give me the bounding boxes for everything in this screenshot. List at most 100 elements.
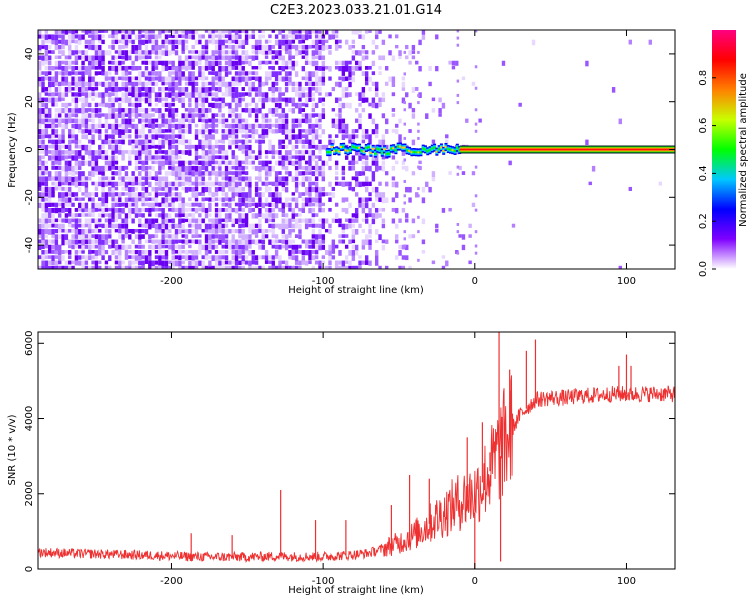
spectrogram-cell <box>451 60 456 66</box>
spectrogram-cell <box>248 223 252 230</box>
spectrogram-cell <box>91 160 95 167</box>
spectrogram-cell <box>68 155 72 159</box>
spectrogram-streak-cell <box>417 194 420 198</box>
spectrogram-cell <box>58 92 62 98</box>
spectrogram-cell <box>48 44 52 50</box>
spectrogram-cell <box>91 39 95 45</box>
spectrogram-cell <box>164 129 169 133</box>
spectrogram-cell <box>244 150 249 156</box>
spectrogram-cell <box>44 71 49 77</box>
spectrogram-cell <box>321 55 326 60</box>
spectrogram-cell <box>435 228 439 233</box>
spectrogram-cell <box>341 176 346 181</box>
spectrogram-cell <box>281 234 285 239</box>
spectrogram-cell <box>41 197 45 202</box>
spectrogram-cell <box>51 81 55 87</box>
spectrogram-cell <box>78 87 82 93</box>
spectrogram-cell <box>121 228 125 233</box>
spectrogram-cell <box>114 144 119 151</box>
spectrogram-cell <box>354 192 359 197</box>
spectrogram-cell <box>291 87 295 93</box>
spectrogram-cell <box>84 108 89 113</box>
spectrogram-cell <box>321 186 326 192</box>
spectrogram-cell <box>161 192 165 196</box>
spectrogram-cell <box>78 171 82 177</box>
spectrogram-cell <box>144 113 149 119</box>
spectrogram-cell <box>214 181 219 186</box>
spectrogram-cell <box>208 186 212 193</box>
spectrogram-cell <box>104 102 109 108</box>
spectrogram-cell <box>411 171 416 176</box>
spectrogram-cell <box>251 65 255 70</box>
spectrogram-cell <box>88 108 92 112</box>
spectrogram-cell <box>201 34 205 39</box>
spectrogram-cell <box>118 76 122 80</box>
spectrogram-cell <box>101 97 105 104</box>
spectrogram-cell <box>144 71 149 77</box>
spectrogram-cell <box>368 113 372 119</box>
spectrogram-cell <box>134 65 139 71</box>
spectrogram-cell <box>94 155 99 162</box>
spectrogram-cell <box>278 71 282 76</box>
spectrogram-cell <box>231 113 235 117</box>
spectrogram-cell <box>358 260 362 266</box>
spectrogram-cell <box>181 202 185 208</box>
spectrogram-cell <box>445 134 449 139</box>
spectrogram-cell <box>141 192 145 198</box>
spectrogram-cell <box>258 97 262 103</box>
spectrogram-cell <box>74 176 79 182</box>
spectrogram-cell <box>354 171 359 176</box>
spectrogram-cell <box>274 123 279 129</box>
spectrogram-streak-cell <box>417 258 420 262</box>
spectrogram-cell <box>224 202 229 207</box>
spectrogram-cell <box>84 202 89 209</box>
spectrogram-cell <box>124 192 129 196</box>
spectrogram-cell <box>281 76 285 82</box>
spectrogram-cell <box>338 260 342 265</box>
spectrogram-cell <box>208 118 212 123</box>
spectrogram-cell <box>154 55 159 60</box>
spectrogram-cell <box>58 165 62 170</box>
spectrogram-cell <box>78 92 82 97</box>
spectrogram-cell <box>221 202 225 207</box>
spectrogram-cell <box>174 92 179 98</box>
spectrogram-cell <box>318 171 322 177</box>
spectrogram-cell <box>51 129 55 135</box>
signal-core <box>353 146 357 149</box>
spectrogram-cell <box>221 150 225 155</box>
spectrogram-cell <box>284 65 289 70</box>
spectrogram-cell <box>134 265 139 269</box>
spectrogram-cell <box>178 176 182 181</box>
spectrogram-cell <box>118 108 122 114</box>
spectrogram-cell <box>164 30 169 33</box>
spectrogram-cell <box>214 34 219 38</box>
spectrogram-cell <box>208 123 212 128</box>
spectrogram-cell <box>111 160 115 167</box>
spectrogram-cell <box>54 260 59 266</box>
spectrogram-cell <box>98 165 102 172</box>
spectrogram-cell <box>338 223 342 228</box>
spectrogram-cell <box>138 228 142 234</box>
spectrogram-cell <box>238 71 242 76</box>
spectrogram-cell <box>38 60 42 67</box>
spectrogram-cell <box>178 76 182 83</box>
spectrogram-cell <box>261 139 265 144</box>
spectrogram-cell <box>288 50 292 56</box>
colorbar-tick-label: 0.8 <box>698 70 709 86</box>
spectrogram-cell <box>74 118 79 124</box>
spectrogram-streak-cell <box>456 222 460 226</box>
spectrogram-cell <box>268 97 272 102</box>
spectrogram-cell <box>201 160 205 166</box>
spectrogram-cell <box>244 202 249 208</box>
spectrogram-cell <box>194 113 199 118</box>
spectrogram-cell <box>171 139 175 145</box>
spectrogram-cell <box>314 176 319 182</box>
spectrogram-cell <box>251 265 255 269</box>
spectrogram-cell <box>184 228 189 234</box>
spectrogram-cell <box>178 55 182 61</box>
spectrogram-cell <box>154 250 159 254</box>
spectrogram-cell <box>244 60 249 65</box>
spectrogram-cell <box>258 60 262 66</box>
spectrogram-cell <box>301 150 305 156</box>
